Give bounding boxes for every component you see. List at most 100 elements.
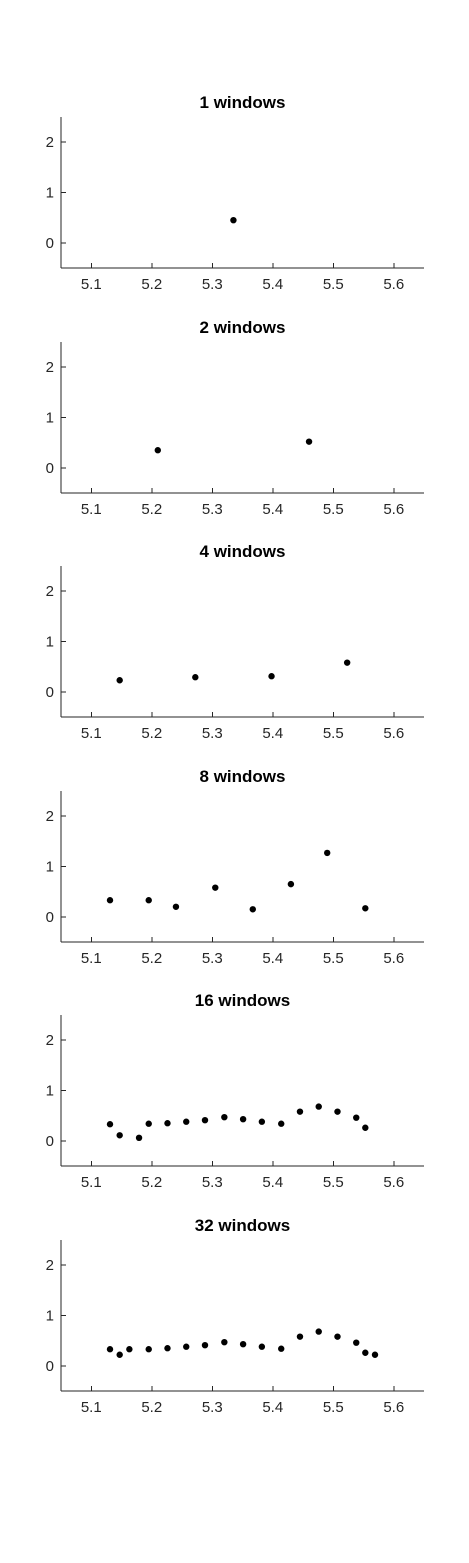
y-tick-label: 2 [46, 583, 54, 600]
y-tick-label: 0 [46, 460, 54, 477]
data-point [296, 1333, 304, 1340]
panel-title: 32 windows [195, 1216, 290, 1235]
data-point [145, 1120, 152, 1127]
data-point [239, 1115, 247, 1123]
y-tick-label: 2 [46, 359, 54, 376]
data-point [116, 677, 123, 684]
x-tick-label: 5.4 [262, 501, 283, 518]
x-tick-label: 5.6 [383, 1399, 404, 1416]
data-point [362, 905, 369, 912]
y-tick-label: 0 [46, 235, 54, 252]
y-tick-label: 0 [46, 1133, 54, 1150]
x-tick-label: 5.6 [383, 1174, 404, 1191]
scatter-panel: 16 windows 5.1 5.2 5.3 5.4 5.5 5.6 0 1 2 [46, 991, 424, 1191]
y-tick-label: 1 [46, 1083, 54, 1100]
y-tick-label: 2 [46, 808, 54, 825]
panel-title: 8 windows [200, 767, 286, 786]
y-tick-label: 1 [46, 1308, 54, 1325]
data-point [164, 1345, 171, 1352]
x-tick-label: 5.4 [262, 1399, 283, 1416]
data-point [315, 1103, 322, 1110]
x-tick-label: 5.1 [81, 725, 102, 742]
data-point [324, 849, 331, 857]
data-point [172, 903, 180, 910]
y-tick-label: 0 [46, 684, 54, 701]
y-tick-label: 0 [46, 1358, 54, 1375]
x-tick-label: 5.5 [323, 1174, 344, 1191]
x-tick-label: 5.6 [383, 725, 404, 742]
data-point [362, 1349, 369, 1356]
x-tick-label: 5.2 [141, 276, 162, 293]
x-tick-label: 5.2 [141, 1174, 162, 1191]
data-point [287, 880, 295, 888]
x-tick-label: 5.4 [262, 725, 283, 742]
x-tick-label: 5.2 [141, 1399, 162, 1416]
data-point [221, 1338, 228, 1346]
data-point [154, 447, 161, 454]
y-tick-label: 1 [46, 634, 54, 651]
data-point [239, 1340, 247, 1348]
y-tick-label: 1 [46, 410, 54, 427]
data-point [278, 1345, 285, 1352]
x-tick-label: 5.3 [202, 950, 223, 967]
data-point [201, 1341, 209, 1349]
x-tick-label: 5.1 [81, 1399, 102, 1416]
data-point [258, 1118, 266, 1125]
data-point [106, 1121, 114, 1128]
data-point [201, 1116, 209, 1124]
x-tick-label: 5.3 [202, 725, 223, 742]
x-tick-label: 5.6 [383, 501, 404, 518]
scatter-panel: 2 windows 5.1 5.2 5.3 5.4 5.5 5.6 0 1 2 [46, 318, 424, 518]
x-tick-label: 5.5 [323, 276, 344, 293]
x-tick-label: 5.3 [202, 501, 223, 518]
x-tick-label: 5.5 [323, 1399, 344, 1416]
data-point [334, 1333, 341, 1340]
y-tick-label: 2 [46, 134, 54, 151]
data-point [212, 884, 219, 891]
scatter-panel: 4 windows 5.1 5.2 5.3 5.4 5.5 5.6 0 1 2 [46, 542, 424, 742]
data-point [249, 906, 256, 913]
data-point [305, 438, 313, 445]
data-point [230, 216, 237, 224]
y-tick-label: 1 [46, 185, 54, 202]
panel-title: 16 windows [195, 991, 290, 1010]
y-tick-label: 2 [46, 1032, 54, 1049]
data-point [353, 1339, 360, 1346]
scatter-panel: 8 windows 5.1 5.2 5.3 5.4 5.5 5.6 0 1 2 [46, 767, 424, 967]
scatter-panel: 1 windows 5.1 5.2 5.3 5.4 5.5 5.6 0 1 2 [46, 93, 424, 293]
x-tick-label: 5.5 [323, 950, 344, 967]
x-tick-label: 5.1 [81, 501, 102, 518]
x-tick-label: 5.6 [383, 950, 404, 967]
panel-title: 4 windows [200, 542, 286, 561]
x-tick-label: 5.3 [202, 1399, 223, 1416]
data-point [145, 897, 152, 904]
data-point [353, 1114, 360, 1121]
data-point [164, 1120, 171, 1127]
scatter-panel: 32 windows 5.1 5.2 5.3 5.4 5.5 5.6 0 1 2 [46, 1216, 424, 1416]
x-tick-label: 5.4 [262, 276, 283, 293]
data-point [116, 1351, 123, 1358]
data-point [296, 1108, 304, 1115]
data-point [258, 1343, 266, 1350]
y-tick-label: 2 [46, 1257, 54, 1274]
x-tick-label: 5.2 [141, 501, 162, 518]
x-tick-label: 5.1 [81, 950, 102, 967]
x-tick-label: 5.1 [81, 1174, 102, 1191]
panel-title: 1 windows [200, 93, 286, 112]
data-point [221, 1113, 228, 1121]
x-tick-label: 5.3 [202, 1174, 223, 1191]
x-tick-label: 5.4 [262, 1174, 283, 1191]
x-tick-label: 5.5 [323, 725, 344, 742]
data-point [135, 1134, 143, 1142]
x-tick-label: 5.5 [323, 501, 344, 518]
data-point [362, 1124, 369, 1131]
panel-title: 2 windows [200, 318, 286, 337]
x-tick-label: 5.4 [262, 950, 283, 967]
data-point [126, 1346, 133, 1353]
data-point [106, 1346, 114, 1353]
data-point [343, 659, 351, 666]
data-point [116, 1132, 123, 1139]
data-point [334, 1108, 341, 1115]
x-tick-label: 5.6 [383, 276, 404, 293]
data-point [183, 1118, 190, 1125]
